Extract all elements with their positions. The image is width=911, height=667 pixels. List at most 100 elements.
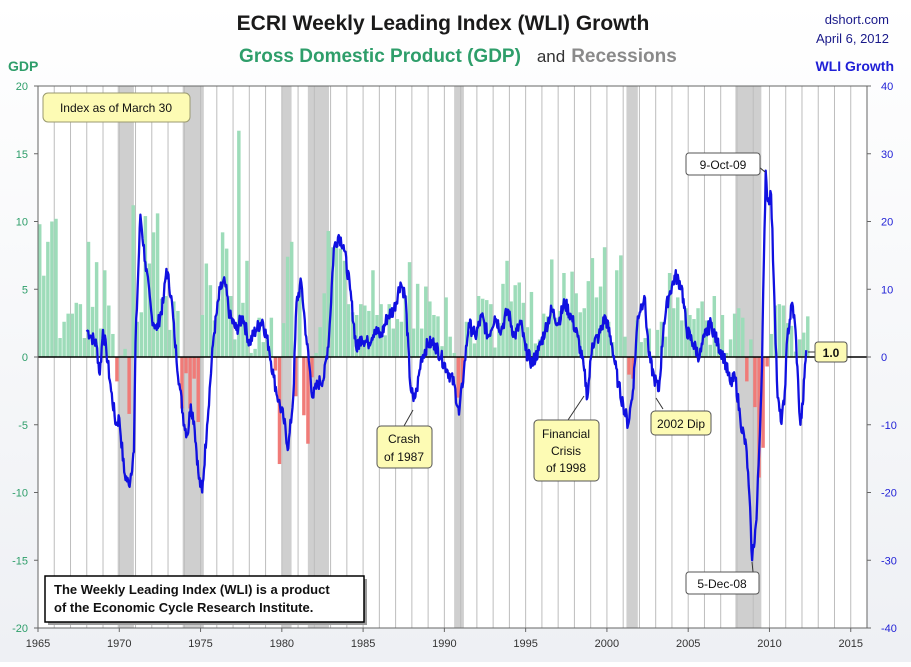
wli-line: [85, 169, 808, 562]
gdp-bar: [460, 357, 465, 385]
gdp-bar: [395, 319, 400, 357]
gdp-bar: [359, 304, 363, 357]
gdp-bar: [241, 302, 245, 357]
gdp-bar: [82, 338, 87, 357]
gdp-bar: [66, 313, 70, 357]
gdp-bar: [602, 247, 607, 357]
y-right-tick-label: 10: [881, 284, 893, 296]
annotation-crash-line1: Crash: [388, 432, 420, 446]
gdp-bar: [639, 342, 643, 357]
gdp-bar: [147, 263, 152, 357]
gdp-bar: [777, 304, 782, 357]
gdp-bar: [123, 348, 127, 357]
gdp-bar: [111, 333, 115, 357]
gdp-bar: [757, 357, 761, 478]
gdp-bar: [330, 247, 335, 357]
gdp-bar: [513, 285, 517, 357]
gdp-bar: [354, 314, 359, 357]
gdp-bar: [797, 339, 802, 357]
x-tick-label: 1975: [188, 638, 212, 650]
gdp-bar: [720, 314, 725, 357]
gdp-bar: [407, 262, 412, 357]
gdp-bar: [115, 357, 119, 382]
gdp-bar: [298, 290, 302, 357]
gdp-bar: [318, 327, 322, 357]
gdp-bar: [237, 130, 241, 357]
gdp-bar: [38, 224, 42, 357]
gdp-bar: [781, 305, 786, 357]
annotation-peak-text: 9-Oct-09: [700, 158, 747, 172]
y-axis-left: 20 15 10 5 0 -5 -10 -15 -20: [12, 81, 38, 635]
x-axis: 1965 1970 1975 1980 1985 1990 1995 2000 2005 2010…: [26, 628, 863, 650]
gdp-bar: [281, 323, 286, 357]
gdp-bar: [233, 339, 237, 357]
x-tick-label: 1995: [513, 638, 537, 650]
gdp-bar: [676, 297, 680, 357]
gdp-bar: [200, 314, 205, 357]
gdp-bar: [257, 317, 261, 357]
gdp-bar: [554, 317, 558, 357]
gdp-bar: [598, 286, 603, 357]
gdp-bar: [391, 328, 396, 357]
gdp-bar: [289, 241, 294, 357]
gdp-bar: [704, 320, 708, 357]
gdp-bar: [78, 304, 83, 357]
gdp-bar: [736, 308, 741, 357]
gdp-bar: [302, 357, 306, 416]
x-tick-label: 1990: [432, 638, 456, 650]
gdp-bar: [659, 321, 664, 357]
annotation-crash-line2: of 1987: [384, 450, 424, 464]
gdp-bar: [741, 317, 745, 357]
gdp-bar: [562, 272, 566, 357]
gdp-bar: [107, 305, 111, 357]
gdp-bar: [224, 248, 229, 357]
gdp-bar: [379, 304, 383, 357]
gdp-bar: [769, 333, 773, 357]
gdp-bar: [383, 335, 387, 357]
y-right-tick-label: 40: [881, 81, 893, 93]
annotation-trough-2008: 5-Dec-08: [685, 561, 760, 595]
y-right-tick-label: -10: [881, 420, 897, 432]
gdp-bar: [322, 293, 326, 357]
gdp-bar: [269, 317, 274, 357]
x-tick-label: 2000: [595, 638, 619, 650]
x-tick-label: 2010: [757, 638, 781, 650]
subtitle-recessions: Recessions: [571, 46, 677, 67]
gdp-bar: [127, 357, 131, 414]
gdp-bar: [70, 313, 74, 357]
gdp-bar: [151, 232, 156, 357]
gdp-bar: [558, 310, 562, 357]
gdp-bar: [765, 357, 769, 367]
gdp-bar: [208, 285, 213, 357]
gdp-bar: [619, 255, 623, 357]
gdp-bar: [586, 281, 591, 357]
annotation-crisis-line3: of 1998: [546, 461, 586, 475]
gdp-bar: [94, 262, 99, 357]
gdp-bar: [472, 343, 477, 357]
y-right-tick-label: -30: [881, 555, 897, 567]
gdp-bar: [594, 297, 599, 357]
annotation-crash-1987: Crash of 1987: [376, 409, 433, 469]
annotation-dip-2002: 2002 Dip: [650, 397, 712, 436]
gdp-bar: [131, 205, 135, 357]
gdp-bar: [432, 314, 436, 357]
gdp-bar: [732, 313, 737, 357]
y-left-tick-label: 5: [22, 284, 28, 296]
gdp-bar: [168, 329, 172, 357]
gdp-bar: [42, 275, 46, 357]
y-left-tick-label: -5: [18, 420, 28, 432]
gdp-bar: [273, 357, 278, 371]
gdp-bar: [74, 302, 79, 357]
note-line2: of the Economic Cycle Research Institute…: [54, 600, 313, 615]
gdp-bar: [159, 298, 164, 357]
gdp-bar: [90, 306, 95, 357]
annotation-crisis-1998: Financial Crisis of 1998: [533, 395, 600, 482]
gdp-bar: [54, 218, 58, 357]
y-axis-right-title: WLI Growth: [815, 58, 894, 74]
annotation-latest-text: 1.0: [823, 346, 840, 360]
gdp-bar: [371, 270, 375, 357]
gdp-bar: [216, 298, 221, 357]
subtitle-and: and: [537, 47, 565, 66]
gdp-bar: [801, 332, 806, 357]
